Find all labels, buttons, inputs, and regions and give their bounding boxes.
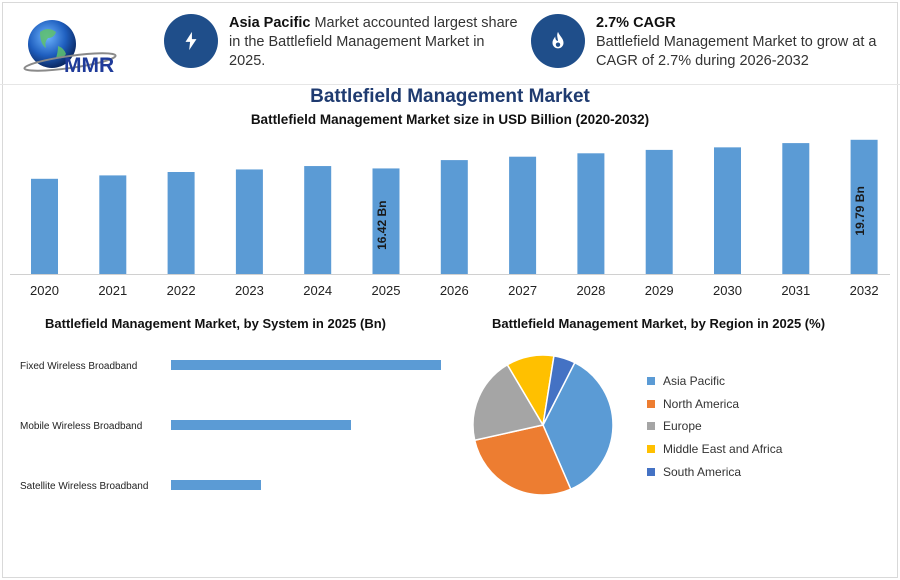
legend-item-3: Middle East and Africa bbox=[647, 438, 782, 461]
bar-2029 bbox=[645, 149, 673, 274]
legend-item-4: South America bbox=[647, 460, 782, 483]
info-box-cagr: 2.7% CAGR Battlefield Management Market … bbox=[531, 14, 886, 71]
x-tick-2024: 2024 bbox=[303, 283, 332, 298]
bar-2030 bbox=[714, 147, 741, 274]
x-tick-2028: 2028 bbox=[576, 283, 605, 298]
x-tick-2021: 2021 bbox=[98, 283, 127, 298]
x-tick-2020: 2020 bbox=[30, 283, 59, 298]
chart-subtitle: Battlefield Management Market size in US… bbox=[250, 112, 650, 127]
region-chart-title: Battlefield Management Market, by Region… bbox=[492, 316, 826, 331]
x-tick-2027: 2027 bbox=[508, 283, 537, 298]
system-chart-title: Battlefield Management Market, by System… bbox=[45, 316, 386, 331]
info-cagr-text: 2.7% CAGR Battlefield Management Market … bbox=[596, 15, 877, 69]
x-tick-2022: 2022 bbox=[167, 283, 196, 298]
legend-label-1: North America bbox=[663, 396, 740, 411]
legend-item-1: North America bbox=[647, 393, 782, 416]
system-chart: Fixed Wireless Broadband Mobile Wireless … bbox=[20, 360, 441, 492]
region-legend: Asia Pacific North America Europe Middle Ea… bbox=[647, 370, 782, 483]
pie-slice-2 bbox=[472, 363, 545, 442]
bar-2032 bbox=[850, 139, 878, 274]
system-label-2: Satellite Wireless Broadband bbox=[20, 481, 148, 492]
x-tick-2026: 2026 bbox=[440, 283, 469, 298]
data-label-2025: 16.42 Bn bbox=[375, 201, 389, 250]
region-pie-chart bbox=[472, 354, 614, 496]
chart-title: Battlefield Management Market bbox=[310, 86, 590, 107]
legend-swatch-3 bbox=[647, 445, 655, 454]
legend-label-0: Asia Pacific bbox=[663, 374, 726, 389]
info-box-share: Asia Pacific Market accounted largest sh… bbox=[164, 14, 524, 71]
bar-2025 bbox=[372, 168, 400, 274]
bar-2031 bbox=[782, 143, 810, 274]
pie-slice-1 bbox=[473, 424, 572, 496]
system-bar-0 bbox=[171, 360, 441, 370]
x-tick-2023: 2023 bbox=[235, 283, 264, 298]
bar-2024 bbox=[304, 166, 332, 274]
x-tick-2025: 2025 bbox=[372, 283, 401, 298]
bar-2021 bbox=[99, 175, 127, 274]
flame-icon bbox=[531, 14, 585, 68]
pie-slice-0 bbox=[542, 361, 614, 491]
legend-swatch-2 bbox=[647, 422, 655, 431]
legend-label-3: Middle East and Africa bbox=[663, 442, 783, 457]
legend-swatch-0 bbox=[647, 377, 655, 386]
x-tick-2031: 2031 bbox=[781, 283, 810, 298]
header-divider bbox=[0, 84, 900, 85]
system-label-1: Mobile Wireless Broadband bbox=[20, 421, 142, 432]
bar-2027 bbox=[509, 156, 537, 274]
info-share-text: Asia Pacific Market accounted largest sh… bbox=[229, 15, 518, 69]
pie-slice-4 bbox=[542, 355, 576, 426]
system-bar-2 bbox=[171, 480, 261, 490]
legend-label-4: South America bbox=[663, 464, 742, 479]
x-tick-2030: 2030 bbox=[713, 283, 742, 298]
legend-label-2: Europe bbox=[663, 419, 702, 434]
system-label-0: Fixed Wireless Broadband bbox=[20, 361, 137, 372]
bar-2022 bbox=[167, 172, 195, 274]
bar-2028 bbox=[577, 153, 605, 274]
bar-2026 bbox=[440, 160, 468, 274]
legend-item-2: Europe bbox=[647, 415, 782, 438]
mmr-logo: MMR bbox=[23, 20, 117, 77]
bar-2020 bbox=[31, 178, 58, 274]
legend-swatch-1 bbox=[647, 399, 655, 408]
data-label-2032: 19.79 Bn bbox=[853, 186, 867, 235]
x-tick-2032: 2032 bbox=[850, 283, 879, 298]
x-tick-2029: 2029 bbox=[645, 283, 674, 298]
legend-swatch-4 bbox=[647, 467, 655, 476]
bar-2023 bbox=[235, 169, 263, 274]
system-bar-1 bbox=[171, 420, 351, 430]
logo-text: MMR bbox=[64, 54, 114, 77]
legend-item-0: Asia Pacific bbox=[647, 370, 782, 393]
lightning-icon bbox=[164, 14, 218, 68]
market-size-chart: 2020 2021 2022 2023 2024 2025 16.42 Bn 2026 2027… bbox=[10, 139, 890, 298]
